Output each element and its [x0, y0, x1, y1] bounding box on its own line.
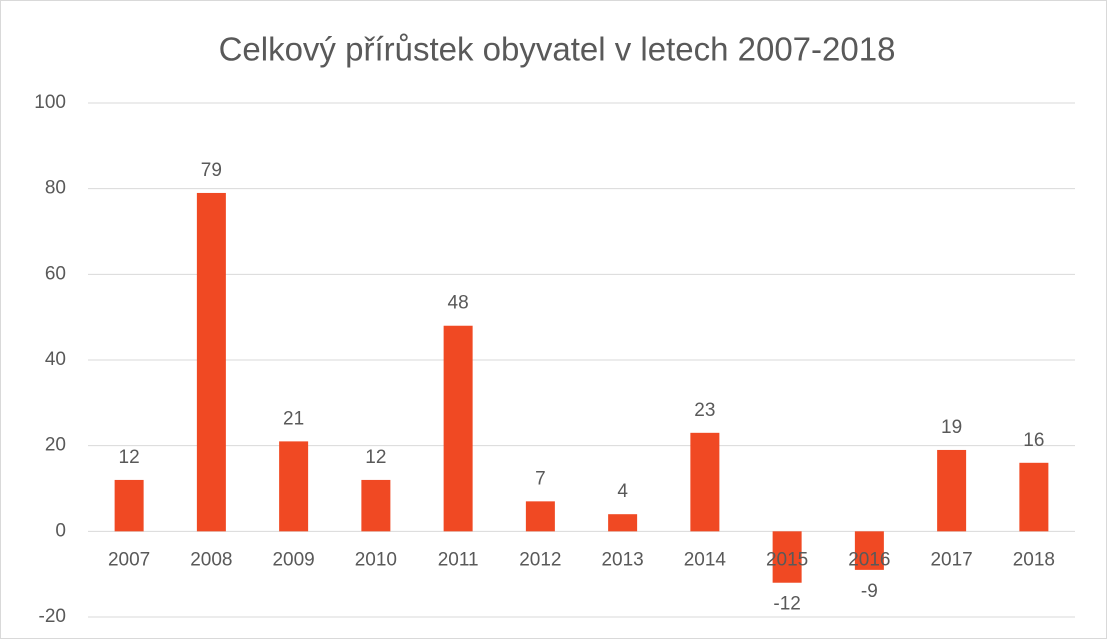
y-tick-label: 40	[45, 349, 66, 370]
y-tick-label: 20	[45, 435, 66, 456]
bar	[361, 479, 391, 532]
bar	[196, 192, 226, 532]
data-label: 4	[617, 481, 628, 502]
x-tick-label: 2014	[684, 549, 727, 570]
data-label: 21	[283, 408, 304, 429]
bar	[443, 325, 473, 532]
bar	[114, 479, 144, 532]
x-tick-label: 2012	[519, 549, 561, 570]
bar	[690, 432, 720, 532]
bar	[525, 501, 555, 532]
y-tick-label: 80	[45, 178, 66, 199]
bar	[1019, 462, 1049, 532]
y-tick-label: 100	[34, 92, 66, 113]
data-label: 12	[119, 447, 140, 468]
x-tick-label: 2009	[272, 549, 314, 570]
x-tick-label: 2018	[1013, 549, 1055, 570]
data-label: 23	[694, 400, 715, 421]
y-tick-label: 60	[45, 263, 66, 284]
bar	[772, 531, 802, 583]
bar	[937, 449, 967, 532]
x-tick-label: 2016	[848, 549, 890, 570]
data-label: -12	[773, 594, 800, 615]
data-label: 19	[941, 417, 962, 438]
data-label: 7	[535, 468, 546, 489]
data-label: 48	[448, 293, 469, 314]
x-tick-label: 2013	[601, 549, 643, 570]
data-label: -9	[861, 581, 878, 602]
bar	[279, 441, 309, 532]
x-tick-label: 2007	[108, 549, 150, 570]
y-tick-label: 0	[55, 520, 66, 541]
bar	[608, 514, 638, 532]
data-label: 16	[1023, 430, 1044, 451]
x-tick-label: 2017	[930, 549, 972, 570]
y-tick-label: -20	[39, 606, 66, 627]
x-tick-label: 2015	[766, 549, 808, 570]
bar	[854, 531, 884, 570]
chart-title: Celkový přírůstek obyvatel v letech 2007…	[219, 31, 896, 68]
x-tick-label: 2011	[438, 549, 479, 570]
data-label: 12	[365, 447, 386, 468]
x-tick-label: 2008	[190, 549, 232, 570]
data-label: 79	[201, 160, 222, 181]
x-tick-label: 2010	[355, 549, 397, 570]
